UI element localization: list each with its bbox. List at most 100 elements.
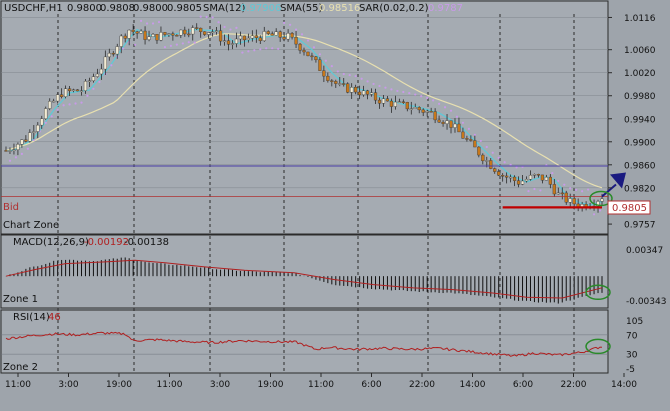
candle-down [326, 75, 330, 81]
candle-up [36, 124, 40, 132]
price-tick-label: 0.9980 [624, 92, 656, 102]
sar-dot [324, 59, 327, 62]
candle-down [421, 109, 425, 113]
candle-down [449, 120, 453, 128]
candle-up [83, 80, 88, 91]
sar-dot [223, 25, 226, 29]
sar-dot [169, 44, 172, 47]
candle-down [310, 55, 314, 58]
candle-up [544, 176, 548, 181]
candle-up [147, 36, 151, 40]
candle-up [211, 31, 215, 34]
sar-dot [56, 108, 59, 111]
candle-down [218, 30, 223, 42]
candle-up [191, 27, 195, 35]
candle-up [238, 35, 243, 40]
sar-dot [157, 20, 161, 24]
time-tick-label: 22:00 [561, 380, 587, 390]
candle-up [71, 89, 76, 91]
sar-dot [467, 127, 470, 130]
candle-down [457, 123, 461, 133]
candle-up [87, 80, 92, 83]
candle-up [381, 98, 386, 104]
candle-down [405, 102, 409, 110]
time-tick-label: 22:00 [409, 380, 435, 390]
sar-dot [342, 72, 345, 76]
candle-down [433, 111, 437, 121]
trend-arrow-shaft [601, 183, 617, 198]
sar-value: 0.9787 [428, 3, 463, 14]
sar-dot [473, 133, 476, 136]
sar-dot [575, 188, 578, 191]
sar-dot [378, 84, 381, 88]
sar-dot [509, 163, 512, 166]
candle-down [4, 150, 8, 152]
candle-up [139, 30, 143, 34]
candle-up [246, 37, 250, 41]
sar-dot [14, 156, 18, 159]
candle-down [183, 29, 187, 35]
sar-dot [98, 80, 101, 84]
candle-up [524, 179, 529, 182]
sar-dot [193, 41, 196, 44]
candle-up [179, 29, 183, 36]
candle-down [481, 154, 485, 162]
sar-dot [92, 87, 95, 90]
sma55-label: SMA(55) [280, 3, 322, 14]
macd-signal-line [5, 259, 603, 299]
highlight-circle-rsi [585, 338, 611, 355]
sar-dot [390, 88, 393, 91]
candle-down [123, 35, 127, 39]
zone-label-1: Zone 1 [3, 294, 38, 305]
price-axis: 1.0116 1.0060 1.0020 0.9980 0.9940 0.9900 0.98… [608, 14, 656, 231]
sar-dot [569, 187, 572, 190]
sar-dot [426, 96, 429, 100]
candle-down [242, 35, 246, 41]
sar-dot [62, 104, 65, 107]
sar-dot [265, 47, 268, 50]
time-tick-label: 3:00 [210, 380, 230, 390]
sar-dot [330, 64, 333, 68]
rsi-panel[interactable] [0, 309, 609, 374]
candle-up [445, 120, 449, 124]
high-value: 0.9808 [100, 3, 135, 14]
candle-down [560, 192, 564, 195]
candle-down [60, 94, 64, 97]
candle-down [163, 32, 167, 35]
price-panel[interactable] [0, 0, 609, 235]
candle-up [393, 101, 397, 107]
candle-down [135, 31, 139, 34]
candle-down [572, 198, 576, 205]
sar-dot [515, 166, 518, 169]
sar-dot [360, 77, 363, 80]
candle-up [40, 118, 44, 126]
sar-dot [26, 147, 29, 150]
price-tick-label: 1.0060 [624, 46, 656, 56]
candle-up [528, 174, 533, 180]
sar-dot [300, 33, 304, 36]
sar-dot [533, 187, 536, 191]
candle-up [362, 90, 366, 96]
candle-down [469, 139, 473, 141]
time-tick-label: 19:00 [258, 380, 284, 390]
sar-dot [491, 151, 494, 154]
sar-dot [503, 161, 506, 164]
sar-dot [271, 47, 274, 50]
time-tick-label: 11:00 [308, 380, 334, 390]
sar-dot [259, 48, 262, 51]
sar-dot [68, 103, 71, 106]
candle-up [107, 52, 111, 58]
sar-dot [122, 47, 125, 50]
sar-dot [443, 106, 447, 109]
candle-up [397, 101, 401, 103]
sar-dot [235, 26, 238, 29]
sar-dot [288, 23, 292, 26]
candle-up [48, 101, 52, 109]
sar-dot [187, 41, 190, 44]
candle-down [226, 40, 231, 45]
macd-main-value: -0.00192 [84, 237, 129, 248]
price-tick-label: 0.9940 [624, 115, 656, 125]
sar-dot [485, 145, 488, 149]
candle-down [294, 36, 298, 45]
